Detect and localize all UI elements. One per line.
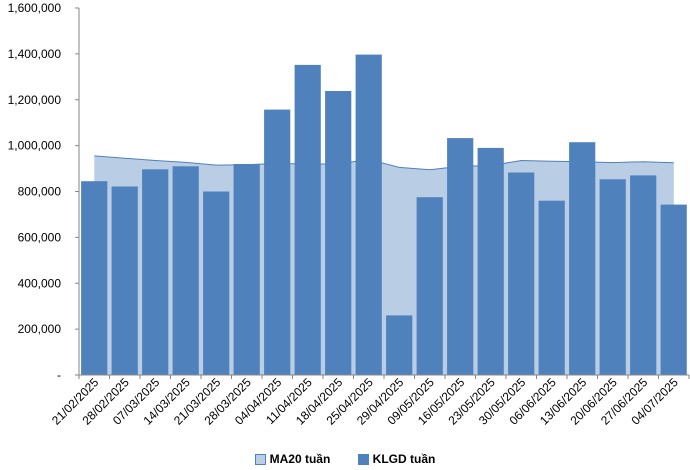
y-tick-label: 1,600,000 [8, 1, 62, 15]
bar-21/02/2025 [81, 181, 108, 375]
bar-14/03/2025 [172, 166, 199, 375]
bar-28/03/2025 [233, 164, 260, 375]
bar-layer [81, 54, 687, 376]
bar-13/06/2025 [569, 142, 596, 375]
legend-swatch-ma20 [254, 453, 266, 465]
bar-30/05/2025 [508, 172, 535, 375]
legend: MA20 tuần KLGD tuần [0, 452, 690, 468]
bar-09/05/2025 [416, 197, 443, 375]
bar-21/03/2025 [203, 191, 230, 375]
legend-label-ma20: MA20 tuần [269, 452, 331, 466]
bar-06/06/2025 [538, 200, 565, 375]
y-tick-label: - [57, 368, 61, 382]
y-tick-label: 200,000 [18, 322, 62, 336]
bar-07/03/2025 [142, 169, 169, 375]
bar-20/06/2025 [599, 179, 626, 375]
x-tick-labels: 21/02/202528/02/202507/03/202514/03/2025… [49, 375, 681, 428]
y-tick-label: 1,200,000 [8, 93, 62, 107]
legend-swatch-klgd [357, 453, 369, 465]
bar-04/07/2025 [660, 204, 687, 375]
bar-29/04/2025 [386, 315, 413, 375]
axis-layer [75, 7, 690, 379]
bar-11/04/2025 [294, 64, 321, 376]
chart: - 200,000 400,000 600,000 800,000 1,000,000 1,… [8, 1, 690, 428]
bar-18/04/2025 [325, 91, 352, 375]
legend-item-ma20: MA20 tuần [254, 452, 331, 466]
bar-23/05/2025 [477, 147, 504, 375]
bar-16/05/2025 [447, 138, 474, 375]
legend-item-klgd: KLGD tuần [357, 452, 436, 466]
y-tick-label: 1,000,000 [8, 139, 62, 153]
y-tick-label: 600,000 [18, 230, 62, 244]
y-tick-label: 800,000 [18, 185, 62, 199]
bar-27/06/2025 [630, 175, 657, 375]
legend-label-klgd: KLGD tuần [372, 452, 436, 466]
y-tick-label: 1,400,000 [8, 47, 62, 61]
bar-04/04/2025 [264, 109, 291, 375]
bar-25/04/2025 [355, 54, 382, 375]
y-tick-labels: - 200,000 400,000 600,000 800,000 1,000,000 1,… [8, 1, 62, 382]
bar-28/02/2025 [111, 186, 138, 375]
y-tick-label: 400,000 [18, 276, 62, 290]
